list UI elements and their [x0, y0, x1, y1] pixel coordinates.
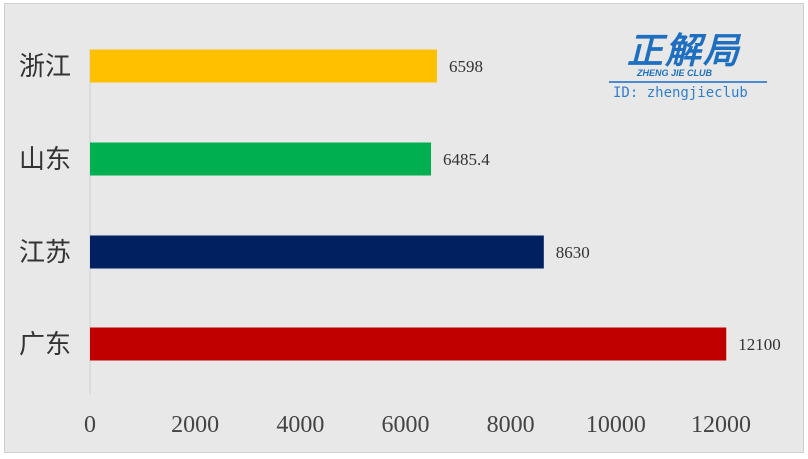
data-label: 8630 — [556, 243, 590, 262]
category-label: 山东 — [19, 145, 71, 175]
watermark-id: ID: zhengjieclub — [613, 85, 748, 101]
watermark-logo-text: 正解局 — [627, 30, 742, 72]
watermark-divider — [609, 81, 767, 83]
x-tick-label: 2000 — [171, 412, 219, 438]
chart-canvas: 浙江 6598 山东 6485.4 江苏 8630 广东 12100 0 2000 4000 600… — [4, 3, 804, 453]
category-label: 江苏 — [19, 238, 71, 268]
watermark-logo: 正解局 ZHENG JIE CLUB ID: zhengjieclub — [605, 22, 775, 112]
bar-3 — [90, 327, 727, 361]
bar-chart: 浙江 6598 山东 6485.4 江苏 8630 广东 12100 0 2000 4000 600… — [19, 49, 781, 438]
data-label: 6598 — [449, 57, 483, 76]
category-label: 广东 — [19, 330, 71, 360]
data-label: 12100 — [738, 335, 781, 354]
data-label: 6485.4 — [443, 150, 490, 169]
category-label: 浙江 — [19, 52, 71, 82]
x-tick-label: 8000 — [487, 412, 535, 438]
bar-1 — [90, 142, 432, 176]
watermark-subtitle: ZHENG JIE CLUB — [637, 68, 713, 78]
x-tick-label: 6000 — [382, 412, 430, 438]
bar-0 — [90, 49, 437, 83]
x-tick-label: 4000 — [276, 412, 324, 438]
x-tick-label: 10000 — [586, 412, 646, 438]
bar-2 — [90, 235, 544, 269]
x-tick-label: 0 — [84, 412, 96, 438]
x-tick-label: 12000 — [691, 412, 751, 438]
